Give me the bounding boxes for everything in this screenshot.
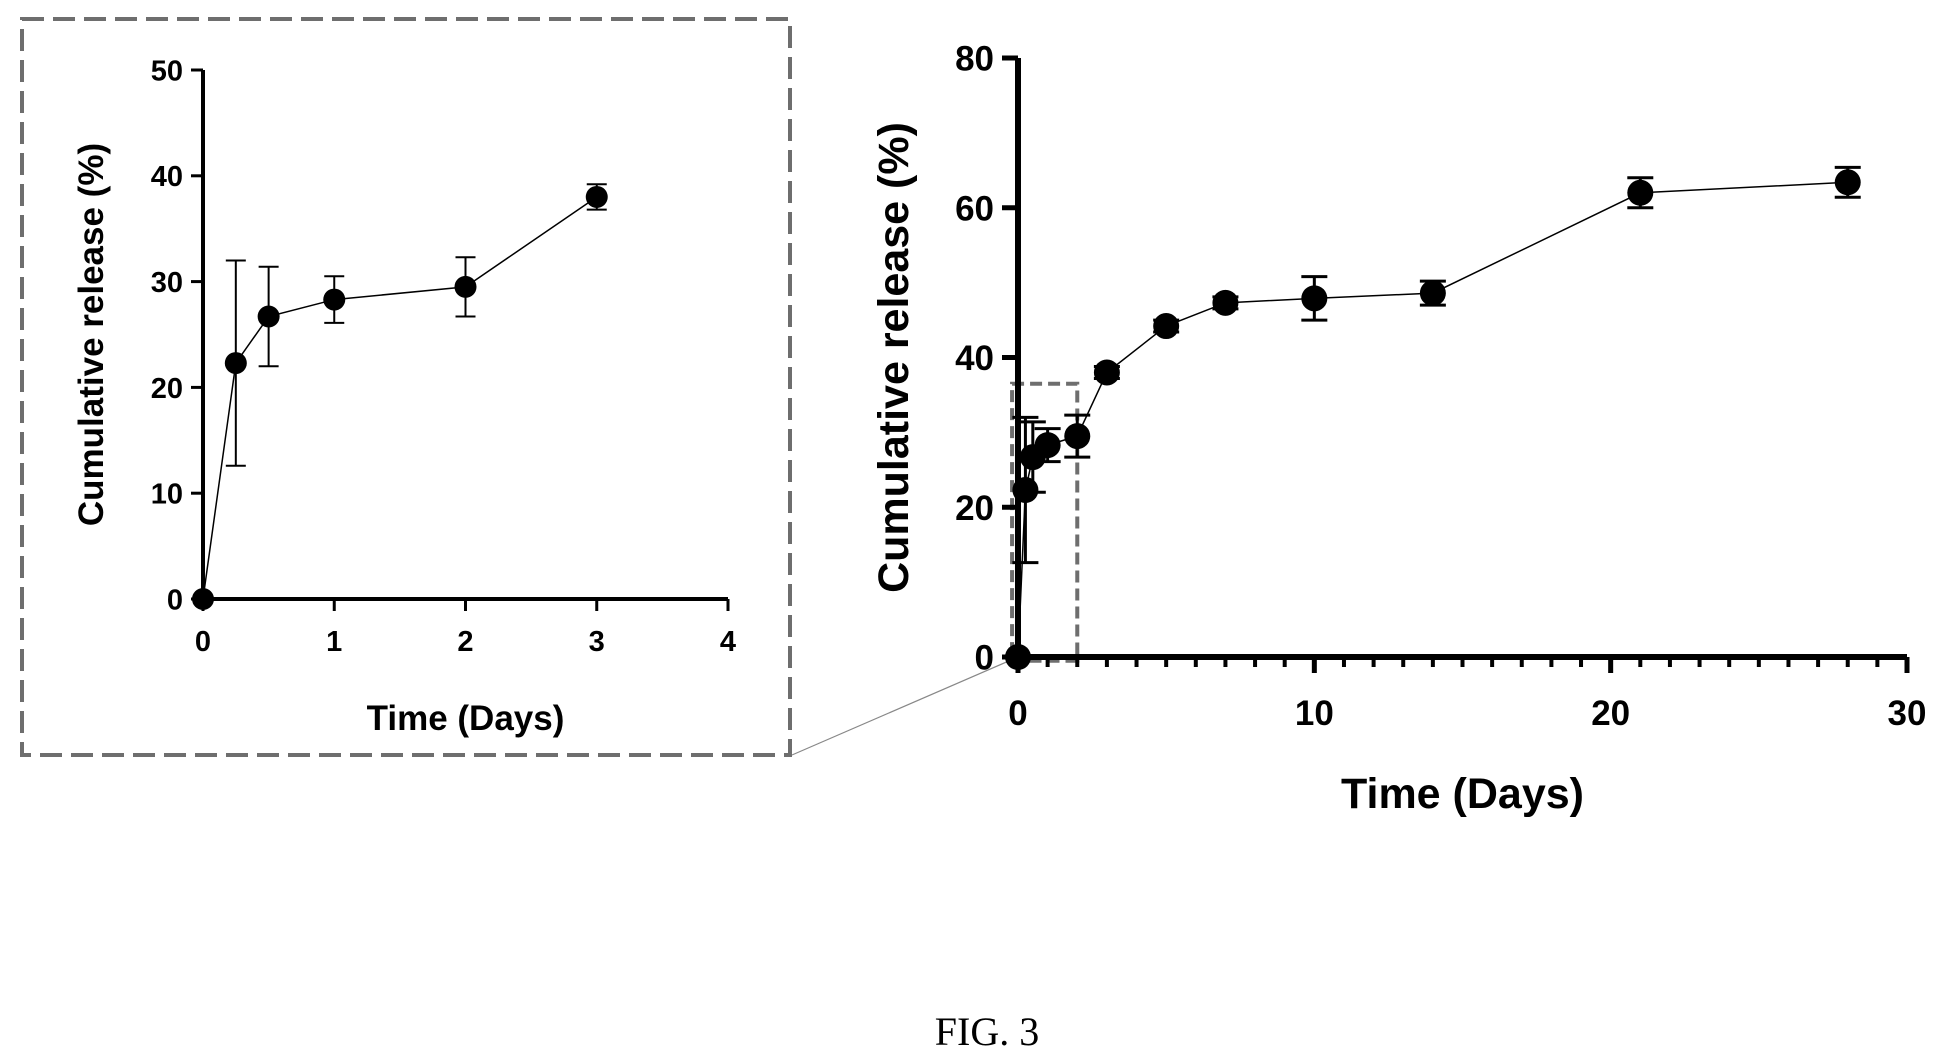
y-tick-label: 50 (151, 55, 183, 87)
x-tick-label: 0 (195, 626, 211, 658)
data-point (1153, 313, 1180, 340)
data-point (1034, 432, 1061, 459)
x-tick-label: 3 (589, 626, 605, 658)
inset-frame (20, 17, 792, 757)
data-point (1093, 359, 1120, 386)
data-point (585, 185, 608, 208)
data-point (224, 352, 247, 375)
y-tick-label: 10 (151, 479, 183, 511)
data-point (1834, 169, 1861, 196)
data-point (192, 588, 214, 610)
data-point (257, 305, 280, 328)
zoom-connector-line (791, 656, 1019, 756)
data-point (1064, 423, 1091, 450)
series-line (1017, 181, 1848, 658)
x-axis-title: Time (Days) (1341, 770, 1584, 818)
x-tick-label: 0 (1008, 694, 1027, 733)
x-tick-label: 20 (1591, 694, 1630, 733)
y-tick-label: 30 (151, 267, 183, 299)
y-tick-label: 20 (151, 373, 183, 405)
data-point (323, 288, 346, 311)
y-tick-label: 20 (955, 489, 994, 528)
x-axis-title: Time (Days) (367, 699, 565, 738)
y-axis-title: Cumulative release (%) (72, 143, 111, 526)
zoom-region-box (1010, 381, 1080, 663)
data-point (1419, 280, 1446, 307)
data-point (1212, 289, 1239, 316)
figure-caption: FIG. 3 (935, 1009, 1039, 1054)
data-point (1627, 179, 1654, 206)
data-point (1012, 477, 1039, 504)
x-tick-label: 30 (1888, 694, 1927, 733)
data-point (454, 275, 477, 298)
series-line (202, 196, 598, 600)
data-point (1301, 285, 1328, 312)
y-tick-label: 0 (975, 639, 994, 678)
x-tick-label: 4 (720, 626, 736, 658)
x-tick-label: 2 (457, 626, 473, 658)
data-point (1005, 644, 1031, 670)
y-axis-title: Cumulative release (%) (870, 122, 918, 593)
y-tick-label: 40 (955, 339, 994, 378)
x-tick-label: 10 (1295, 694, 1334, 733)
y-tick-label: 0 (167, 584, 183, 616)
y-tick-label: 80 (955, 40, 994, 79)
y-tick-label: 40 (151, 161, 183, 193)
main-chart: 0 10 20 30 0 20 40 60 80 Time (Days) Cumulative re… (870, 40, 1926, 818)
x-tick-label: 1 (326, 626, 342, 658)
y-tick-label: 60 (955, 189, 994, 228)
